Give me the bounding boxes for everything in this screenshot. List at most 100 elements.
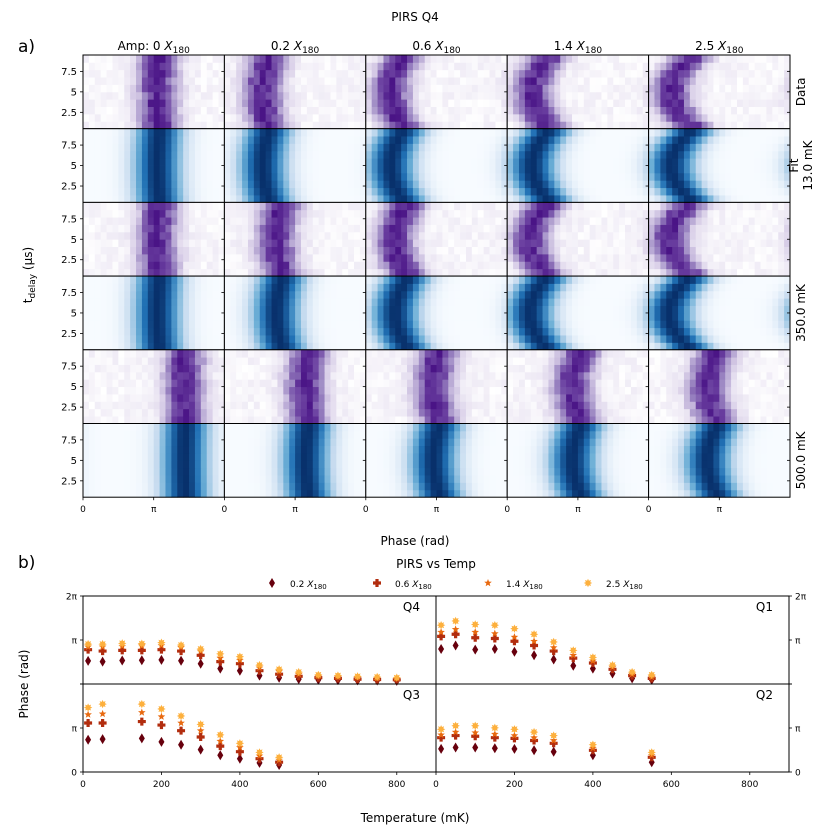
data-point xyxy=(472,742,479,753)
data-point xyxy=(255,666,264,675)
y-tick-label: 2π xyxy=(795,593,807,603)
data-point xyxy=(451,721,460,730)
data-point xyxy=(217,750,224,761)
x-tick-label: 600 xyxy=(310,780,327,790)
subplot-frame xyxy=(435,683,790,773)
fit-heatmap-panel xyxy=(365,423,508,498)
data-point xyxy=(177,647,186,656)
data-point xyxy=(569,646,578,655)
data-point xyxy=(196,726,205,734)
fit-heatmap-panel xyxy=(83,128,225,203)
series-1 xyxy=(84,645,401,684)
heatmap-grid: Amp: 0 X180 2.5 5 7.5 2.5 5 7.5 2.5 5 7.5 2.5 5 7.5 2… xyxy=(61,39,815,515)
data-point xyxy=(627,667,637,677)
scatter-figure-title: PIRS vs Temp xyxy=(396,557,476,571)
legend-label: 1.4 X180 xyxy=(506,580,543,591)
data-point xyxy=(529,727,539,737)
data-point xyxy=(275,758,284,767)
data-point xyxy=(647,753,656,762)
data-point xyxy=(451,630,460,639)
x-tick-label: π xyxy=(575,505,581,515)
data-point xyxy=(510,731,519,739)
data-point xyxy=(531,650,538,661)
data-point xyxy=(137,699,147,709)
data-point xyxy=(588,658,597,667)
data-point xyxy=(511,646,518,657)
column-title: 0.6 X180 xyxy=(412,39,461,56)
y-tick-label: 2.5 xyxy=(61,476,77,487)
row-label: 500.0 mK xyxy=(794,430,808,489)
data-point xyxy=(647,748,656,757)
data-point xyxy=(235,747,244,756)
data-heatmap-panel xyxy=(507,202,649,277)
series-1 xyxy=(437,630,656,683)
series-1 xyxy=(437,731,656,762)
data-point xyxy=(196,644,205,654)
data-point xyxy=(98,709,107,718)
data-heatmap-panel xyxy=(365,349,508,424)
subplot-q2: Q2 0 π 0 200 400 600 800 xyxy=(433,683,801,790)
data-point xyxy=(178,655,185,666)
data-point xyxy=(451,731,460,740)
data-point xyxy=(333,671,343,680)
column-title: Amp: 0 X180 xyxy=(118,39,191,56)
series-3 xyxy=(83,638,401,682)
data-point xyxy=(530,637,538,645)
data-heatmap-panel xyxy=(224,349,367,424)
data-point xyxy=(217,663,224,674)
data-point xyxy=(549,739,558,748)
series-0 xyxy=(85,733,283,770)
y-tick-label: 2.5 xyxy=(61,182,77,193)
y-tick-label: 5 xyxy=(71,87,77,98)
data-point xyxy=(471,628,480,636)
data-point xyxy=(451,616,460,626)
x-tick-label: π xyxy=(434,505,440,515)
data-point xyxy=(550,746,557,757)
data-point xyxy=(85,655,92,666)
data-point xyxy=(83,703,93,712)
data-point xyxy=(373,579,381,588)
fit-heatmap-panel xyxy=(507,423,649,498)
data-point xyxy=(570,660,577,671)
row-label: 350.0 mK xyxy=(794,283,808,342)
data-point xyxy=(510,624,519,633)
data-point xyxy=(197,658,204,669)
series-3 xyxy=(436,721,656,757)
data-point xyxy=(372,672,382,682)
data-point xyxy=(255,660,264,670)
data-point xyxy=(294,672,303,681)
fit-heatmap-panel xyxy=(83,423,225,498)
x-tick-label: 0 xyxy=(80,780,86,790)
data-point xyxy=(569,651,578,659)
legend: 0.2 X180 0.6 X180 1.4 X180 2.5 X180 xyxy=(269,578,643,591)
scatter-x-axis-label: Temperature (mK) xyxy=(360,811,470,825)
data-point xyxy=(216,737,225,745)
data-point xyxy=(549,736,558,744)
data-point xyxy=(549,637,558,647)
legend-label: 2.5 X180 xyxy=(606,580,643,591)
data-point xyxy=(235,659,244,668)
data-point xyxy=(549,643,558,651)
data-point xyxy=(138,655,145,666)
data-point xyxy=(588,746,597,755)
data-point xyxy=(216,649,225,659)
data-point xyxy=(84,718,93,727)
data-point xyxy=(98,647,107,656)
heatmap-figure-title: PIRS Q4 xyxy=(391,10,439,24)
x-tick-label: 0 xyxy=(646,505,652,515)
series-2 xyxy=(437,625,656,681)
x-tick-label: 0 xyxy=(504,505,510,515)
x-tick-label: 0 xyxy=(433,780,439,790)
data-point xyxy=(99,656,106,667)
data-point xyxy=(294,667,303,677)
data-point xyxy=(196,732,205,741)
y-tick-label: 7.5 xyxy=(61,141,77,152)
data-point xyxy=(491,629,499,637)
data-point xyxy=(119,655,126,666)
y-tick-label: 0 xyxy=(795,769,801,779)
data-point xyxy=(451,728,460,736)
data-point xyxy=(235,652,245,661)
fit-heatmap-panel xyxy=(648,128,791,203)
data-point xyxy=(157,704,166,714)
data-point xyxy=(178,739,185,750)
